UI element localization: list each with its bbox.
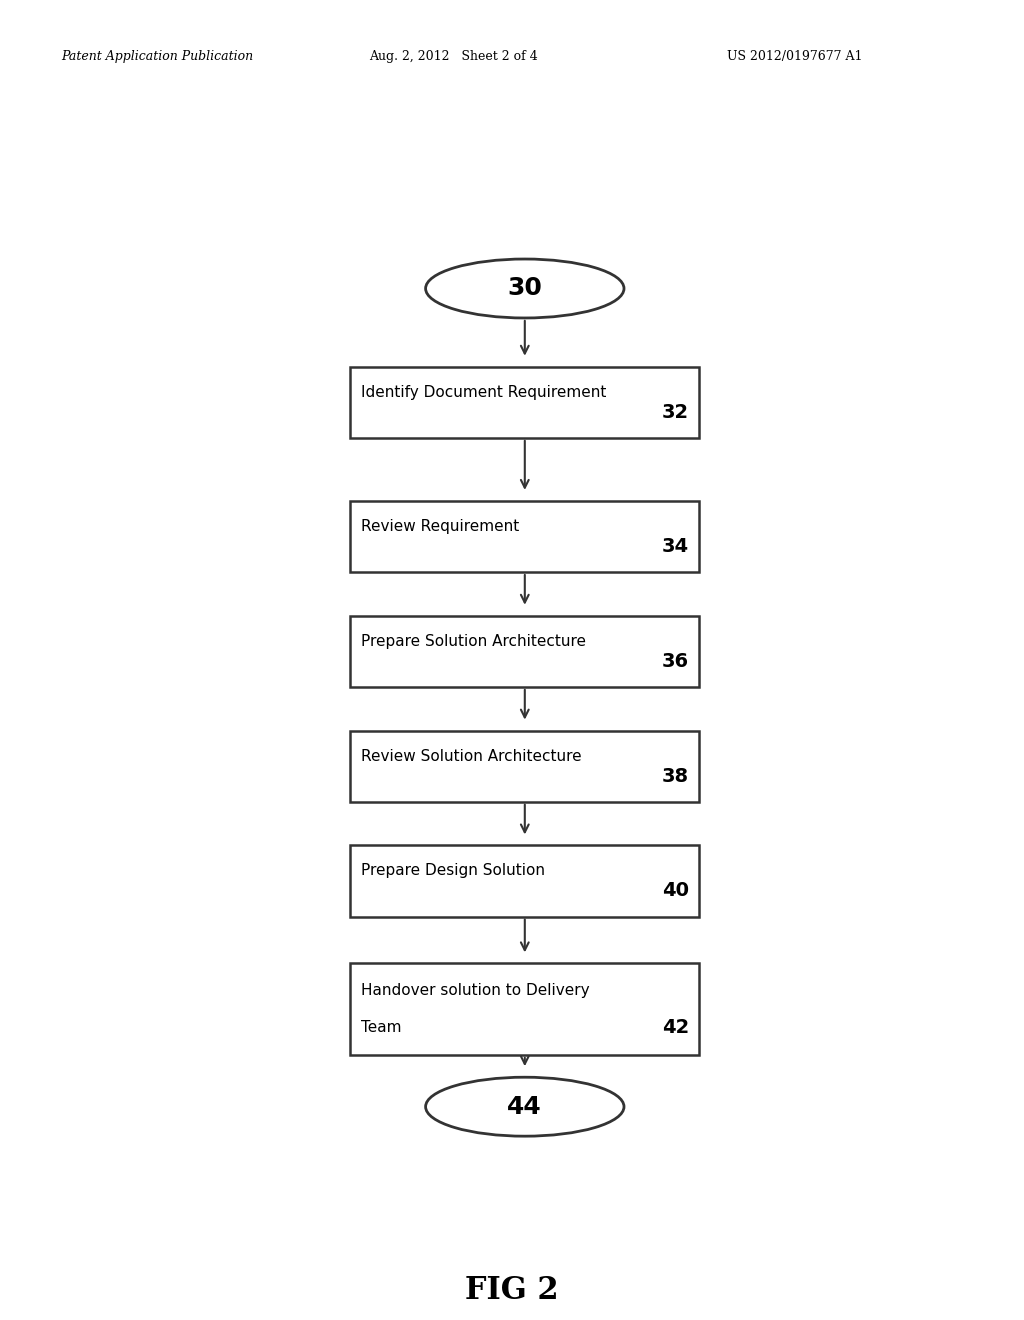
Text: 38: 38 [662,767,689,785]
Ellipse shape [426,259,624,318]
Text: 34: 34 [662,537,689,556]
Text: 32: 32 [662,403,689,421]
Text: Review Solution Architecture: Review Solution Architecture [360,748,582,763]
Text: Review Requirement: Review Requirement [360,519,519,533]
Bar [350,731,699,801]
Text: 30: 30 [507,276,543,301]
Bar [350,964,699,1055]
Text: Prepare Solution Architecture: Prepare Solution Architecture [360,634,586,648]
Bar [350,846,699,916]
Text: Prepare Design Solution: Prepare Design Solution [360,863,545,878]
Text: Handover solution to Delivery: Handover solution to Delivery [360,983,589,998]
Text: Identify Document Requirement: Identify Document Requirement [360,384,606,400]
Bar [350,367,699,438]
Text: 40: 40 [663,882,689,900]
Text: 36: 36 [662,652,689,671]
Text: US 2012/0197677 A1: US 2012/0197677 A1 [727,50,862,63]
Text: Patent Application Publication: Patent Application Publication [61,50,254,63]
Text: FIG 2: FIG 2 [465,1275,559,1307]
Text: Team: Team [360,1020,401,1035]
Bar [350,500,699,572]
Text: 44: 44 [508,1094,542,1119]
Bar [350,615,699,686]
Ellipse shape [426,1077,624,1137]
Text: Aug. 2, 2012   Sheet 2 of 4: Aug. 2, 2012 Sheet 2 of 4 [369,50,538,63]
Text: 42: 42 [662,1018,689,1038]
